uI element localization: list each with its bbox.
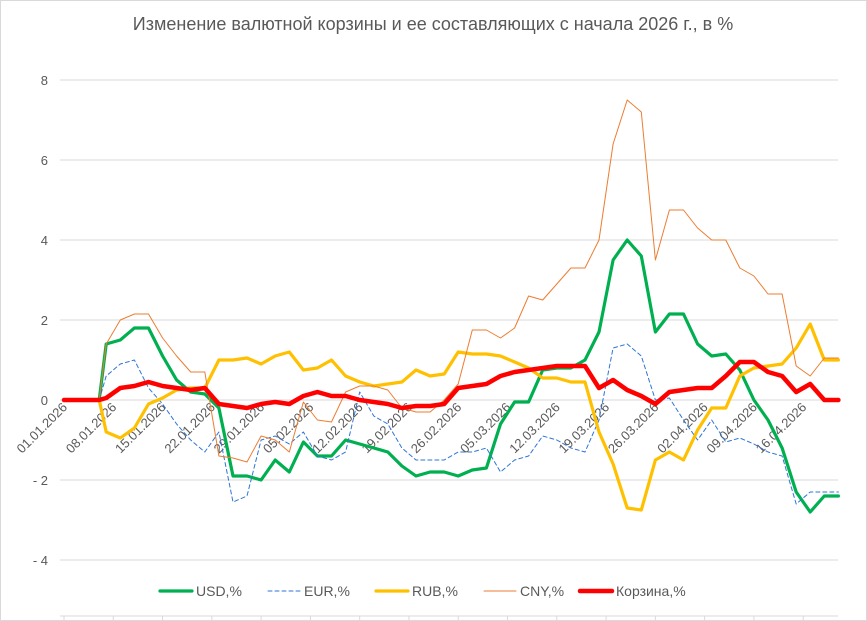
series-line-корзина <box>61 359 841 411</box>
legend-item: CNY,% <box>483 583 564 599</box>
y-tick-label: - 2 <box>33 473 48 488</box>
legend-label: RUB,% <box>412 583 458 599</box>
y-tick-label: - 4 <box>33 553 48 568</box>
series-line-usd <box>62 238 841 514</box>
y-tick-label: 4 <box>41 233 48 248</box>
legend-label: CNY,% <box>520 583 564 599</box>
legend-label: USD,% <box>196 583 242 599</box>
y-tick-label: 8 <box>41 73 48 88</box>
plot-area <box>61 99 841 514</box>
legend-label: EUR,% <box>304 583 350 599</box>
y-tick-label: 6 <box>41 153 48 168</box>
y-tick-label: 0 <box>41 393 48 408</box>
legend-item: USD,% <box>158 583 242 599</box>
series-line-eur <box>63 343 839 505</box>
legend-item: Корзина,% <box>577 583 686 599</box>
legend: USD,% EUR,% RUB,% CNY,% Корзина,% <box>158 583 686 599</box>
y-axis: 8 6 4 2 0 - 2 - 4 <box>33 73 48 568</box>
legend-item: RUB,% <box>374 583 458 599</box>
chart-title: Изменение валютной корзины и ее составля… <box>133 14 733 34</box>
series-line-cny <box>63 99 839 463</box>
legend-item: EUR,% <box>267 583 350 599</box>
legend-label: Корзина,% <box>616 583 686 599</box>
y-tick-label: 2 <box>41 313 48 328</box>
